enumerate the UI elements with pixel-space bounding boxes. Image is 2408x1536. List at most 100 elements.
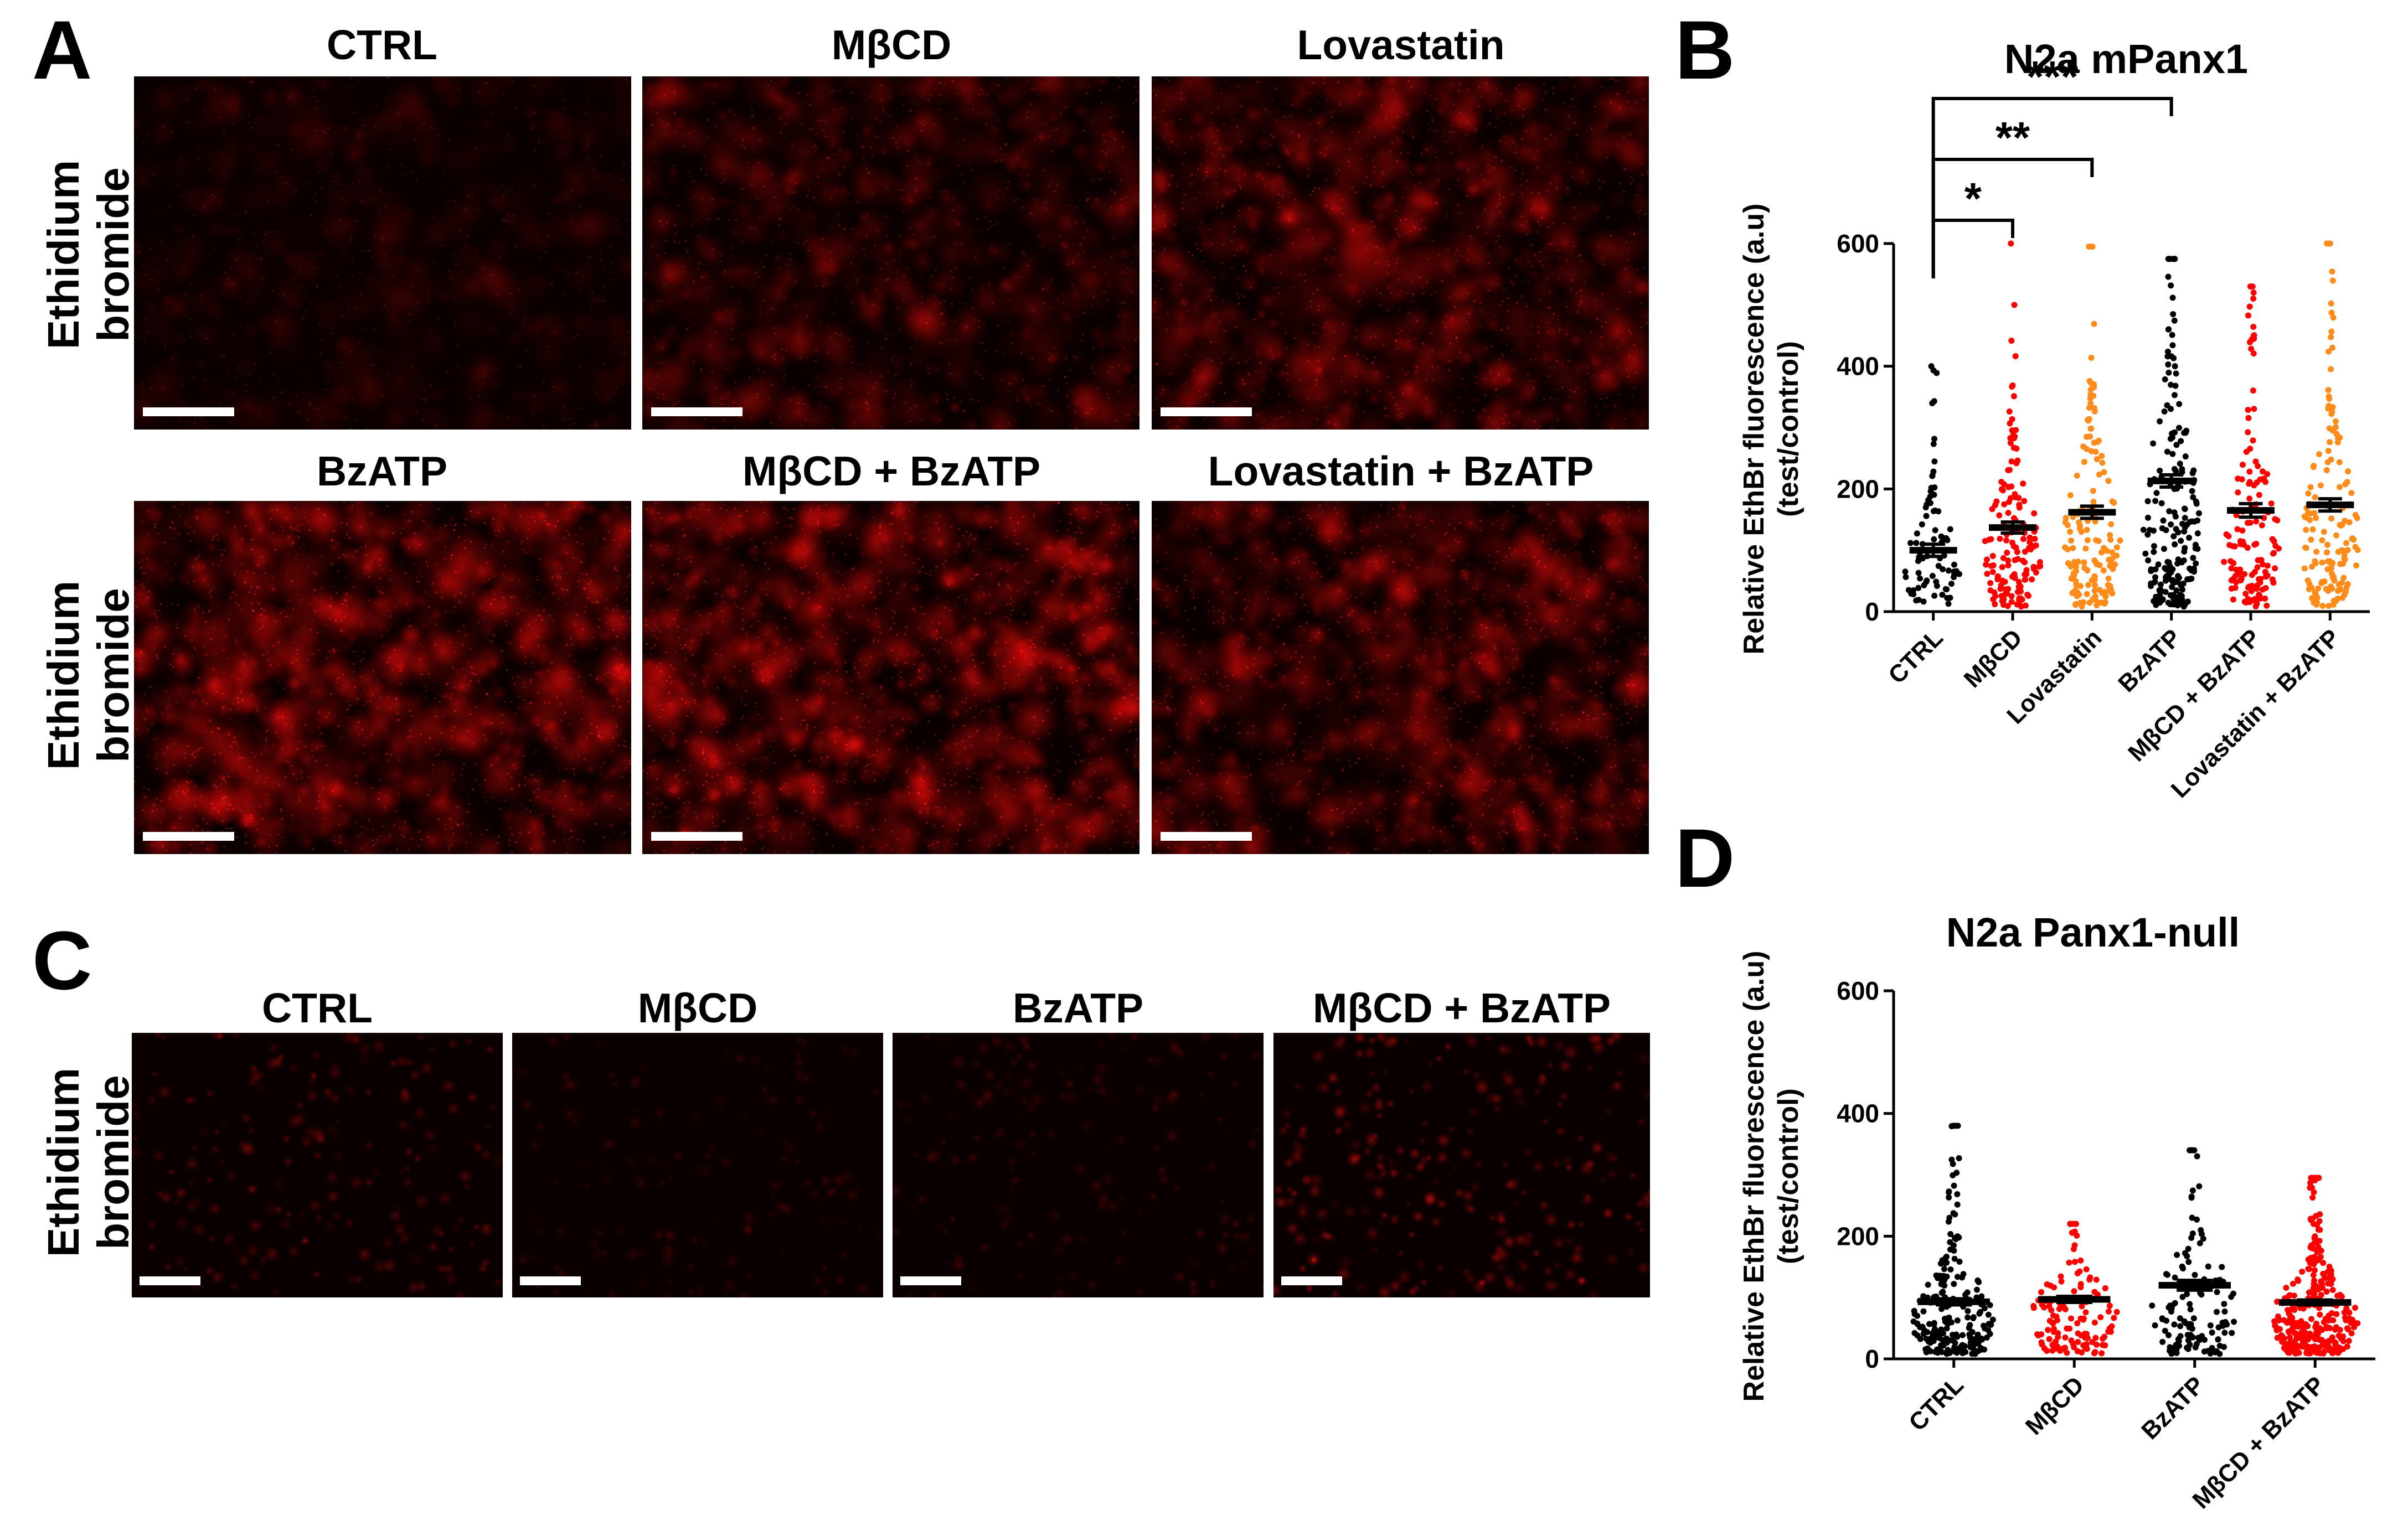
micrograph-c-mbcd-bzatp: [1273, 1033, 1650, 1297]
data-point: [2086, 1276, 2093, 1283]
data-point: [1989, 553, 1996, 560]
data-point: [2312, 591, 2319, 597]
data-point: [1929, 400, 1936, 407]
data-point: [2329, 268, 2335, 275]
data-point: [2325, 387, 2332, 394]
data-point: [2157, 418, 2163, 425]
data-point: [2293, 1348, 2300, 1354]
data-point: [1947, 1231, 1954, 1238]
data-point: [2008, 458, 2015, 465]
data-point: [2216, 1276, 2223, 1283]
significance-label: ***: [2027, 52, 2079, 101]
data-point: [1971, 1341, 1978, 1348]
data-point: [1938, 1290, 1945, 1296]
data-point: [2254, 582, 2261, 588]
data-point: [2332, 418, 2339, 425]
data-point: [2299, 1268, 2306, 1275]
data-point: [2232, 585, 2239, 591]
data-point: [2286, 1328, 2292, 1335]
data-point: [2105, 1308, 2112, 1315]
data-point: [2246, 479, 2253, 485]
data-point: [2175, 425, 2182, 431]
data-point: [2313, 515, 2319, 521]
x-tick-label: BzATP: [2113, 624, 2187, 697]
series-m-cd: [1982, 240, 2044, 610]
data-point: [2092, 1335, 2099, 1341]
data-point: [2150, 440, 2157, 447]
data-point: [2037, 563, 2044, 570]
data-point: [2342, 481, 2349, 488]
data-point: [2341, 1309, 2348, 1316]
data-point: [2165, 369, 2172, 376]
data-point: [2060, 1345, 2066, 1352]
micrograph-a-lovastatin-bzatp: [1152, 501, 1649, 854]
data-point: [2246, 303, 2253, 310]
data-point: [2192, 1271, 2198, 1278]
data-point: [2345, 468, 2352, 475]
data-point: [2264, 562, 2271, 569]
data-point: [2221, 1309, 2228, 1315]
data-point: [1929, 473, 1936, 479]
data-point: [2152, 574, 2159, 581]
data-point: [2228, 565, 2235, 572]
data-point: [2234, 526, 2241, 532]
data-point: [2321, 529, 2327, 535]
data-point: [2107, 562, 2113, 569]
data-point: [2020, 557, 2027, 564]
data-point: [2169, 294, 2176, 301]
panel-c-row-label: Ethidium bromide: [39, 1052, 138, 1273]
data-point: [1998, 582, 2004, 589]
x-tick-label: MβCD: [2020, 1371, 2089, 1440]
data-point: [2086, 599, 2093, 606]
data-point: [2187, 565, 2193, 572]
data-point: [2165, 1332, 2172, 1338]
data-point: [1989, 568, 1996, 575]
data-point: [1930, 441, 1937, 447]
data-point: [2074, 589, 2081, 596]
data-point: [2179, 520, 2186, 527]
data-point: [2172, 256, 2178, 262]
data-point: [2302, 544, 2309, 551]
data-point: [1955, 1123, 1961, 1129]
data-point: [2000, 598, 2007, 605]
data-point: [2082, 1309, 2089, 1316]
data-point: [2189, 1230, 2196, 1237]
data-point: [2303, 1350, 2310, 1357]
data-point: [2325, 1280, 2332, 1287]
data-point: [2070, 1246, 2077, 1253]
scale-bar: [520, 1276, 581, 1285]
data-point: [2333, 598, 2339, 604]
data-point: [2310, 1285, 2317, 1292]
data-point: [2328, 328, 2335, 335]
micrograph-texture: [1152, 76, 1649, 430]
data-point: [2294, 1276, 2301, 1283]
data-point: [2144, 498, 2151, 505]
data-point: [2152, 1322, 2158, 1329]
data-point: [2093, 537, 2100, 544]
data-point: [2022, 602, 2029, 609]
data-point: [2224, 1321, 2230, 1328]
data-point: [2306, 1266, 2313, 1273]
micrograph-c-bzatp: [893, 1033, 1264, 1297]
data-point: [2304, 1323, 2311, 1330]
data-point: [2007, 435, 2014, 442]
data-point: [1959, 1342, 1966, 1348]
data-point: [2350, 536, 2357, 543]
data-point: [1984, 571, 1991, 577]
data-point: [1907, 540, 1914, 546]
data-point: [2271, 538, 2277, 545]
data-point: [2144, 531, 2151, 538]
x-tick-label: CTRL: [1883, 624, 1948, 689]
data-point: [2303, 526, 2309, 533]
data-point: [2329, 1286, 2336, 1293]
panel-c-title-mbcd-bzatp: MβCD + BzATP: [1312, 985, 1611, 1031]
data-point: [1978, 1293, 1985, 1300]
data-point: [2346, 519, 2353, 526]
data-point: [2317, 482, 2324, 489]
data-point: [1988, 536, 1994, 542]
data-point: [2326, 402, 2332, 409]
data-point: [2055, 1330, 2061, 1336]
data-point: [1954, 1274, 1961, 1280]
data-point: [2334, 588, 2341, 594]
data-point: [1915, 570, 1922, 576]
